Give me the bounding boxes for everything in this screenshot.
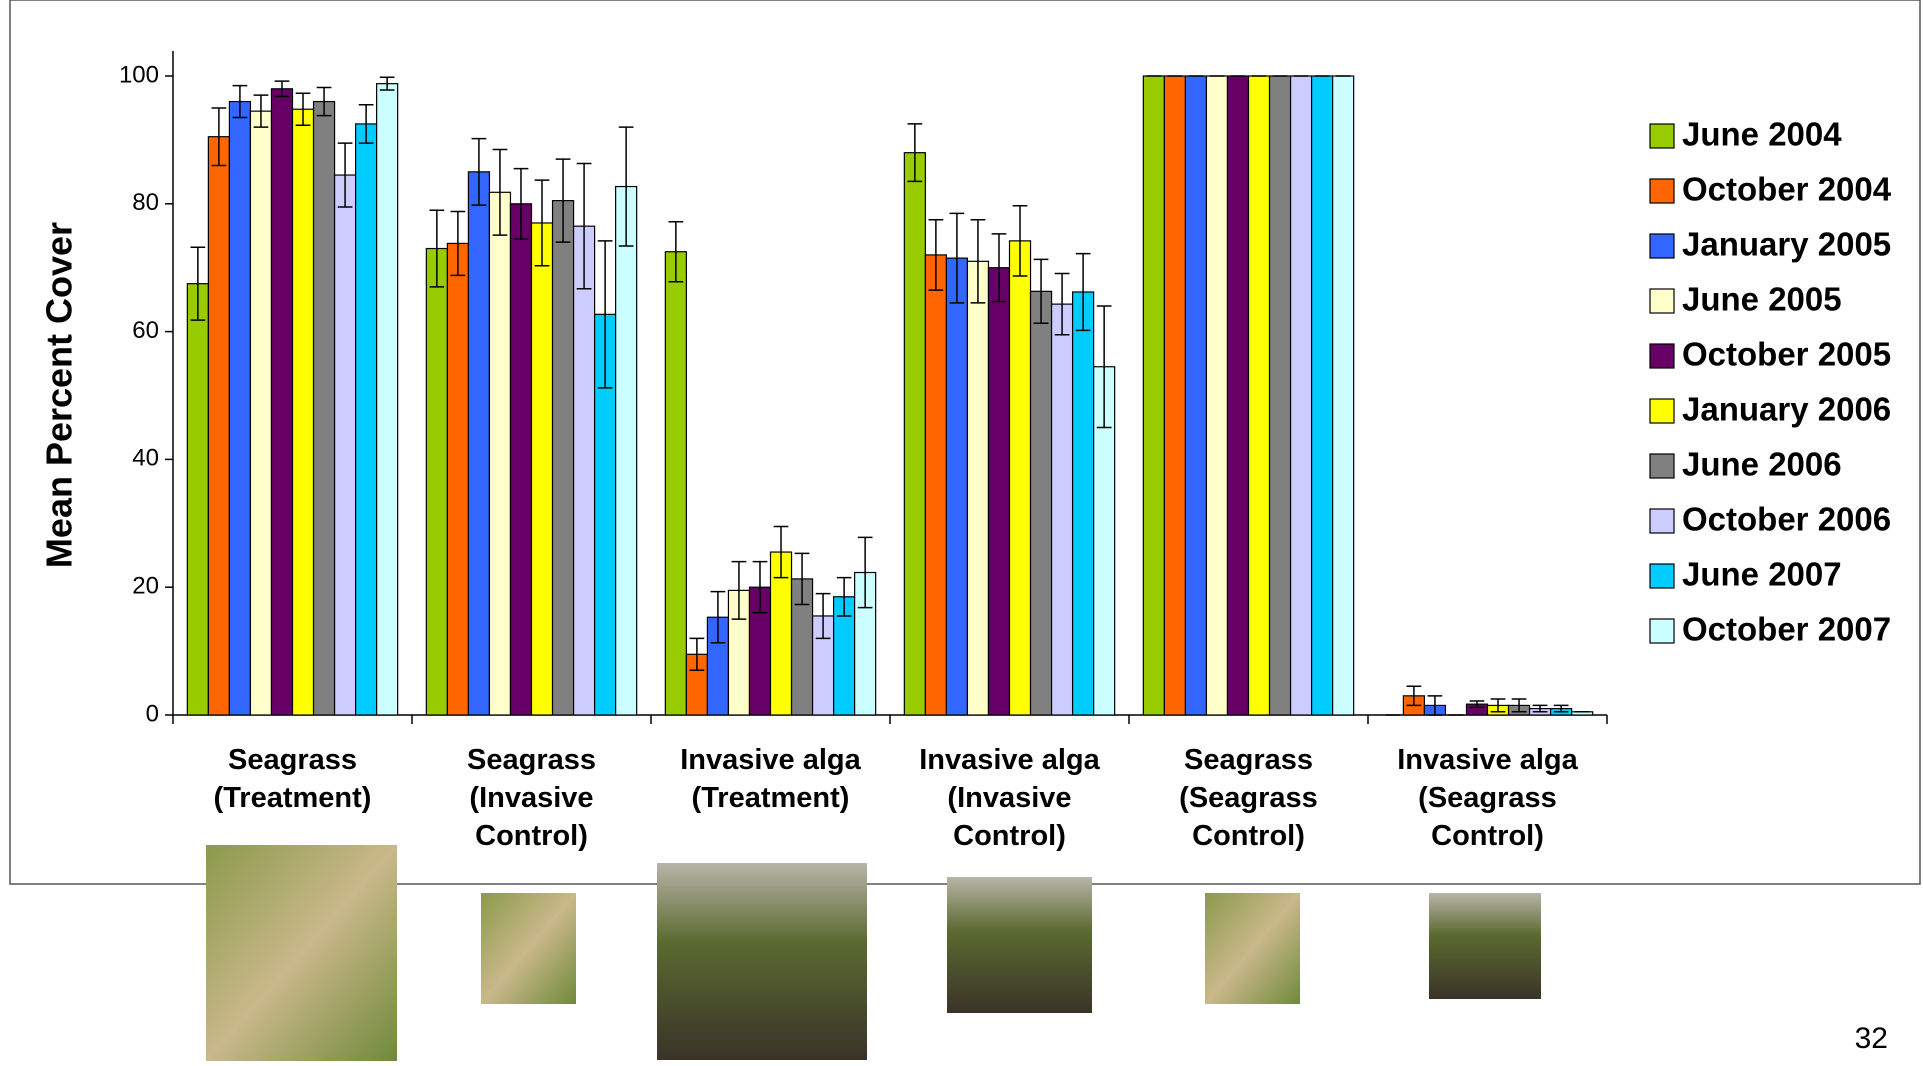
bar [1227,76,1248,715]
bar [1249,76,1270,715]
page-number: 32 [1855,1022,1888,1055]
bar [335,175,356,715]
bar [1052,304,1073,715]
bar [314,102,335,715]
bar [447,243,468,715]
bar [1010,241,1031,715]
bar [665,252,686,715]
legend-label: October 2004 [1682,171,1892,208]
bar [574,226,595,715]
bar [1185,76,1206,715]
legend-label: October 2007 [1682,611,1891,648]
legend-swatch [1650,179,1674,203]
bar [1206,76,1227,715]
bar [1164,76,1185,715]
photo [947,877,1092,1013]
photo [1429,893,1541,999]
bar [1143,76,1164,715]
legend-label: October 2005 [1682,336,1891,373]
bar [208,137,229,715]
bar [553,201,574,715]
bar [1031,291,1052,715]
bar [293,109,314,715]
bar [377,84,398,715]
bar [426,249,447,715]
legend-swatch [1650,399,1674,423]
photo [206,845,397,1061]
legend-label: January 2005 [1682,226,1891,263]
bar [946,258,967,715]
y-tick-label: 40 [132,445,159,472]
legend-label: June 2004 [1682,116,1842,153]
legend-swatch [1650,509,1674,533]
y-tick-label: 60 [132,317,159,344]
y-tick-label: 80 [132,189,159,216]
bar [229,102,250,715]
legend-label: June 2006 [1682,446,1842,483]
bar [616,187,637,715]
bar [1312,76,1333,715]
legend-swatch [1650,619,1674,643]
bar [532,223,553,715]
photo [481,893,576,1004]
legend-swatch [1650,124,1674,148]
y-tick-label: 100 [119,61,159,88]
legend-swatch [1650,234,1674,258]
bar [271,89,292,715]
bar [489,192,510,715]
photo [657,863,867,1060]
y-tick-label: 0 [146,700,159,727]
y-tick-label: 20 [132,573,159,600]
legend-label: June 2005 [1682,281,1842,318]
bar [1291,76,1312,715]
bar [925,255,946,715]
photo [1205,893,1300,1004]
bar [510,204,531,715]
y-axis-title: Mean Percent Cover [39,222,80,568]
bar [1270,76,1291,715]
bar [988,268,1009,715]
bar [967,261,988,715]
legend-swatch [1650,454,1674,478]
bar [187,284,208,715]
page: Mean Percent Cover 32 0 20 40 60 80 100 Seagra… [0,0,1923,1061]
bar [1333,76,1354,715]
bar [250,111,271,715]
legend-label: January 2006 [1682,391,1891,428]
legend-label: June 2007 [1682,556,1842,593]
bar [904,153,925,715]
legend-swatch [1650,344,1674,368]
chart: Mean Percent Cover 32 0 20 40 60 80 100 Seagra… [0,0,1923,1061]
legend-swatch [1650,289,1674,313]
bar [1073,292,1094,715]
legend-swatch [1650,564,1674,588]
legend-label: October 2006 [1682,501,1891,538]
bar [468,172,489,715]
bar [356,124,377,715]
